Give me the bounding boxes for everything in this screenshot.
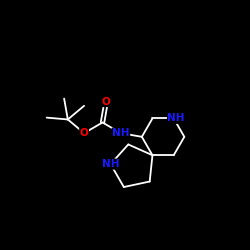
Text: NH: NH — [102, 159, 119, 169]
Text: NH: NH — [112, 128, 130, 138]
Text: NH: NH — [168, 114, 185, 124]
Text: O: O — [80, 128, 88, 138]
Text: O: O — [102, 96, 110, 106]
